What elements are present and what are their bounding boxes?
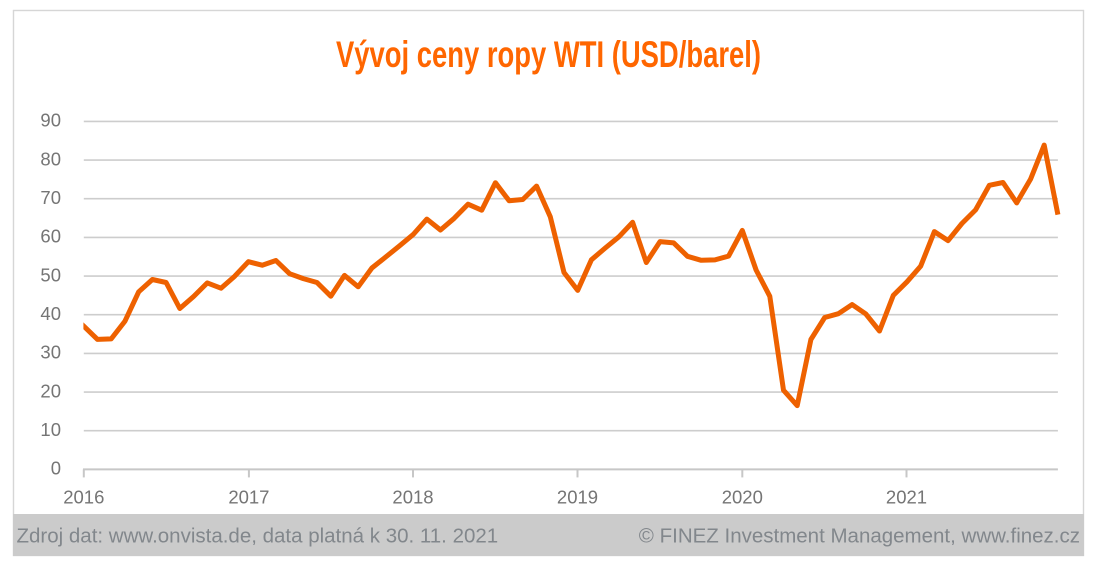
svg-text:2017: 2017 — [228, 486, 269, 507]
svg-text:Zdroj dat: www.onvista.de, dat: Zdroj dat: www.onvista.de, data platná k… — [17, 524, 499, 547]
svg-text:10: 10 — [40, 419, 61, 440]
svg-text:2018: 2018 — [392, 486, 433, 507]
svg-text:2019: 2019 — [557, 486, 598, 507]
svg-text:Vývoj ceny ropy WTI (USD/barel: Vývoj ceny ropy WTI (USD/barel) — [336, 34, 761, 75]
svg-text:40: 40 — [40, 303, 61, 324]
svg-text:50: 50 — [40, 264, 61, 285]
svg-text:20: 20 — [40, 380, 61, 401]
svg-text:© FINEZ Investment Management,: © FINEZ Investment Management, www.finez… — [639, 524, 1080, 547]
svg-text:0: 0 — [51, 458, 61, 479]
svg-text:60: 60 — [40, 226, 61, 247]
svg-text:30: 30 — [40, 342, 61, 363]
svg-text:2016: 2016 — [63, 486, 104, 507]
svg-text:80: 80 — [40, 148, 61, 169]
svg-text:2021: 2021 — [886, 486, 927, 507]
svg-text:90: 90 — [40, 110, 61, 131]
svg-text:2020: 2020 — [722, 486, 763, 507]
svg-text:70: 70 — [40, 187, 61, 208]
